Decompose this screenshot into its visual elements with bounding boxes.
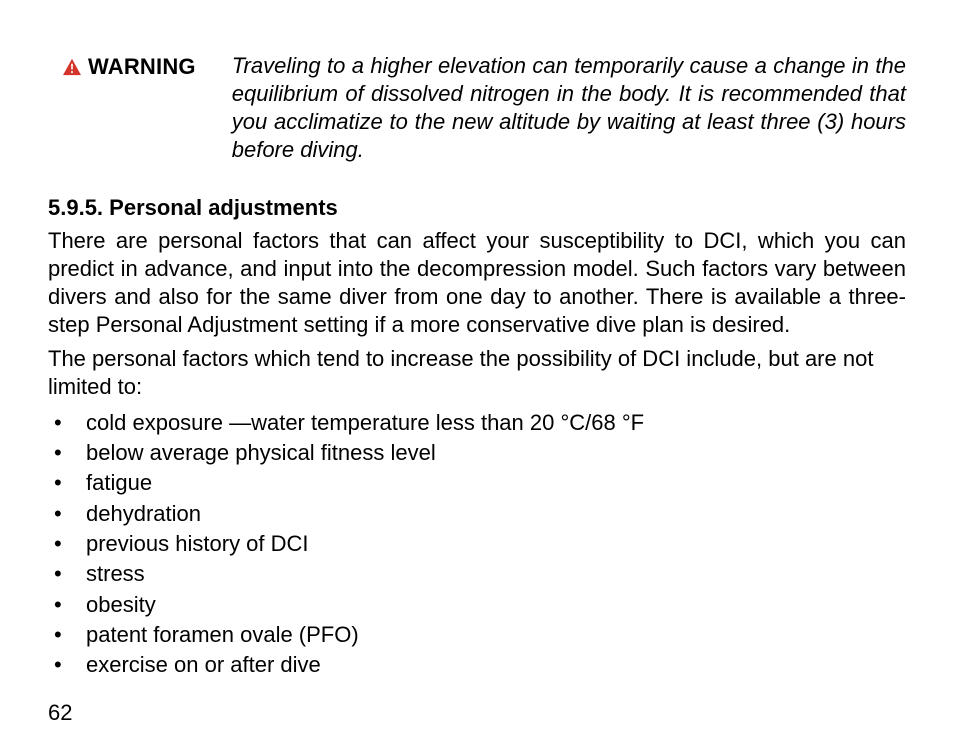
list-item: dehydration [48,499,906,529]
list-item: obesity [48,590,906,620]
list-item: exercise on or after dive [48,650,906,680]
page: WARNING Traveling to a higher elevation … [0,0,954,756]
list-item: stress [48,559,906,589]
section-paragraph-2: The personal factors which tend to incre… [48,345,906,401]
warning-triangle-icon [62,58,82,76]
list-item: below average physical fitness level [48,438,906,468]
page-number: 62 [48,700,72,726]
warning-header: WARNING [62,54,196,80]
warning-label: WARNING [88,54,196,80]
list-item: previous history of DCI [48,529,906,559]
list-item: patent foramen ovale (PFO) [48,620,906,650]
section-paragraph-1: There are personal factors that can affe… [48,227,906,340]
list-item: fatigue [48,468,906,498]
factors-list: cold exposure —water temperature less th… [48,408,906,681]
list-item: cold exposure —water temperature less th… [48,408,906,438]
warning-block: WARNING Traveling to a higher elevation … [62,52,906,165]
warning-body-text: Traveling to a higher elevation can temp… [232,52,906,165]
section-heading: 5.9.5. Personal adjustments [48,195,906,221]
